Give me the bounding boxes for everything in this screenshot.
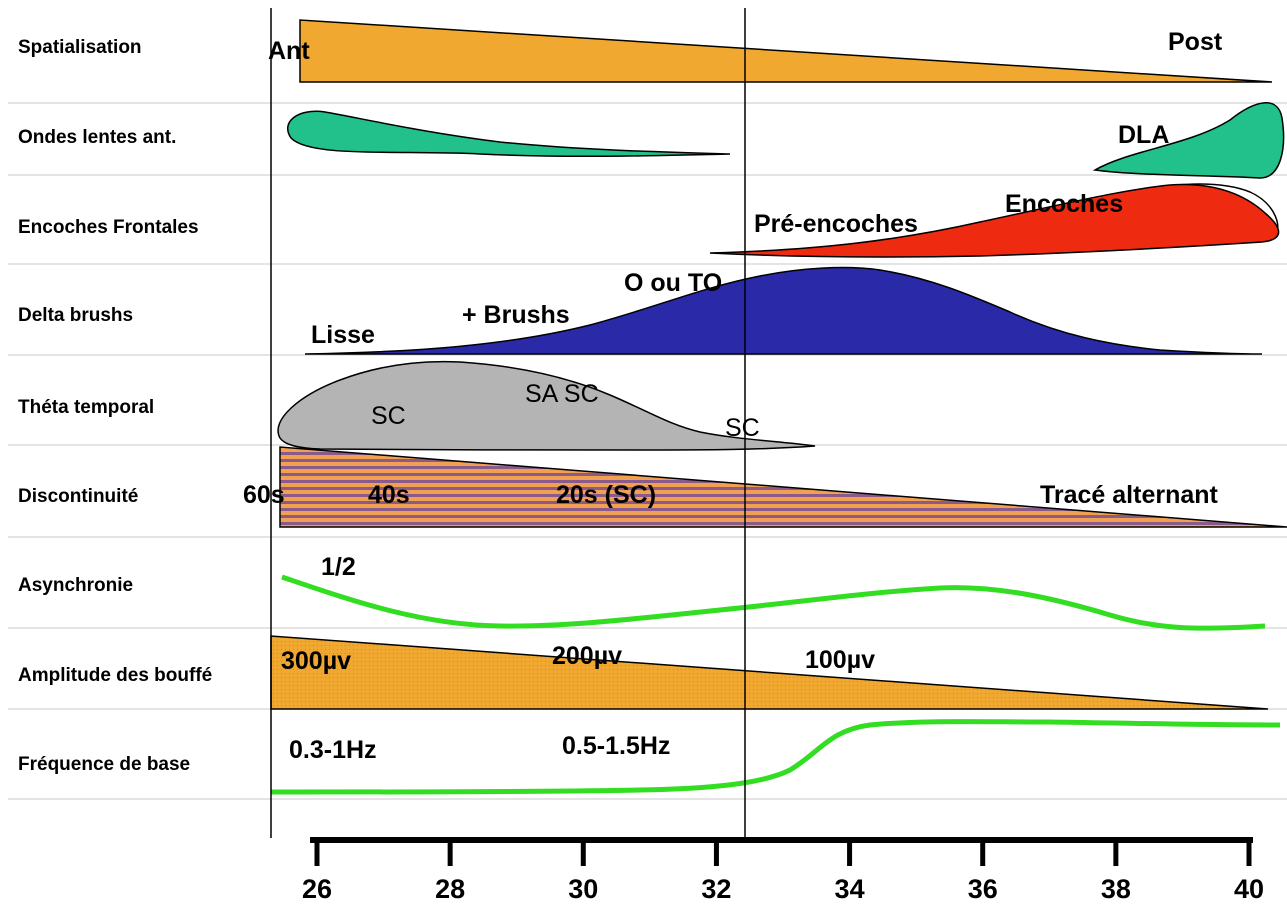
row-label-delta-brushs: Delta brushs xyxy=(18,305,133,326)
annotations: Ant Post DLA Pré-encoches Encoches O ou … xyxy=(243,28,1223,764)
label-ant: Ant xyxy=(268,37,310,65)
label-60s: 60s xyxy=(243,481,285,509)
delta-brushs-shape xyxy=(304,266,1263,355)
x-tick-label: 26 xyxy=(302,874,332,904)
frequence-curve xyxy=(270,719,1281,795)
asynchronie-curve xyxy=(281,574,1266,631)
label-100uv: 100µv xyxy=(805,646,875,674)
theta-temporal-shape xyxy=(277,360,816,451)
amplitude-wedge xyxy=(270,635,1269,710)
label-half: 1/2 xyxy=(321,553,356,581)
label-pre-encoches: Pré-encoches xyxy=(754,210,918,238)
row-labels: Spatialisation Ondes lentes ant. Encoche… xyxy=(18,37,212,775)
row-label-asynchronie: Asynchronie xyxy=(18,575,133,596)
row-label-encoches: Encoches Frontales xyxy=(18,217,199,238)
encoches-shape xyxy=(709,183,1280,258)
label-plus-brushs: + Brushs xyxy=(462,301,570,329)
ondes-lentes-shape xyxy=(286,110,731,158)
x-tick-label: 40 xyxy=(1234,874,1264,904)
label-200uv: 200µv xyxy=(552,642,622,670)
row-label-discontinuite: Discontinuité xyxy=(18,486,138,507)
row-label-frequence: Fréquence de base xyxy=(18,754,190,775)
label-lisse: Lisse xyxy=(311,321,375,349)
row-label-spatialisation: Spatialisation xyxy=(18,37,142,58)
label-20s: 20s (SC) xyxy=(556,481,656,509)
row-label-ondes-lentes: Ondes lentes ant. xyxy=(18,127,176,148)
label-freq-mid: 0.5-1.5Hz xyxy=(562,732,670,760)
x-tick-label: 30 xyxy=(568,874,598,904)
label-sa-sc: SA SC xyxy=(525,380,599,408)
label-post: Post xyxy=(1168,28,1223,56)
label-encoches: Encoches xyxy=(1005,190,1123,218)
spatialisation-wedge xyxy=(299,19,1273,83)
x-tick-label: 38 xyxy=(1101,874,1131,904)
label-o-ou-to: O ou TO xyxy=(624,269,722,297)
label-sc-2: SC xyxy=(725,414,760,442)
label-sc-1: SC xyxy=(371,402,406,430)
label-dla: DLA xyxy=(1118,121,1169,149)
discontinuite-wedge xyxy=(279,446,1287,528)
x-tick-label: 28 xyxy=(435,874,465,904)
x-tick-label: 32 xyxy=(701,874,731,904)
label-trace-alternant: Tracé alternant xyxy=(1040,481,1219,509)
row-label-amplitude: Amplitude des bouffé xyxy=(18,665,212,686)
x-axis: 26 28 30 32 34 36 38 40 xyxy=(302,837,1264,904)
x-tick-label: 34 xyxy=(835,874,865,904)
label-freq-low: 0.3-1Hz xyxy=(289,736,377,764)
x-tick-label: 36 xyxy=(968,874,998,904)
label-300uv: 300µv xyxy=(281,647,351,675)
row-label-theta-temporal: Théta temporal xyxy=(18,397,154,418)
label-40s: 40s xyxy=(368,481,410,509)
dla-shape xyxy=(1092,102,1285,179)
